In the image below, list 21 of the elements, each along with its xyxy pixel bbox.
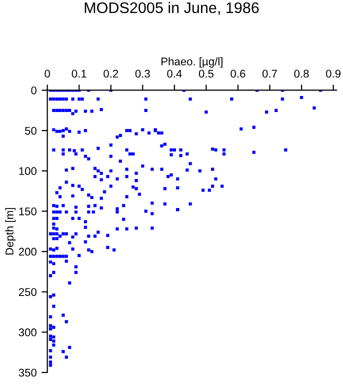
x-tick-label: 0.2 (104, 70, 118, 78)
x-tick-label: 0.1 (72, 70, 86, 78)
y-tick-label: 250 (18, 288, 36, 296)
chart-title: MODS2005 in June, 1986 (84, 2, 259, 15)
x-tick-label: 0.4 (167, 70, 182, 78)
y-tick-label: 300 (18, 328, 36, 336)
y-tick-label: 150 (19, 207, 36, 216)
y-tick-label: 50 (25, 126, 36, 135)
x-tick-label: 0.9 (326, 70, 341, 78)
x-tick-label: 0.8 (294, 70, 309, 78)
x-tick-label: 0.3 (135, 70, 150, 78)
x-tick-label: 0.6 (230, 70, 246, 78)
x-tick-label: 0.5 (198, 70, 214, 78)
x-tick-label: 0.7 (262, 70, 277, 78)
y-tick-label: 200 (18, 248, 36, 256)
x-axis-title: Phaeo. [µg/l] (162, 57, 222, 68)
y-tick-label: 0 (31, 86, 36, 94)
y-tick-label: 100 (19, 167, 36, 176)
x-tick-label: 0 (44, 70, 50, 78)
y-tick-label: 350 (18, 368, 36, 377)
y-axis-title: Depth [m] (5, 208, 16, 255)
